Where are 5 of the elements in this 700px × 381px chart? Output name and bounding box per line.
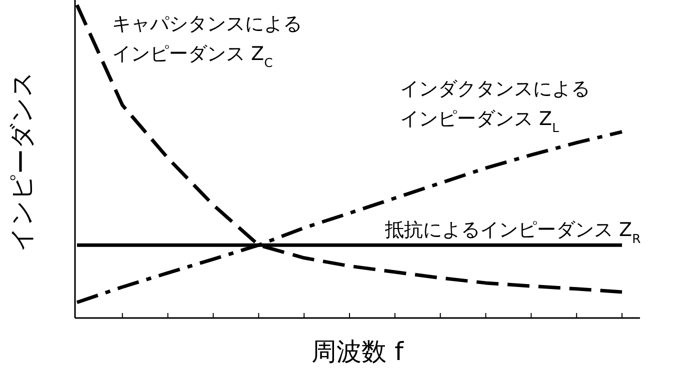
series-label: キャパシタンスによるインピーダンス Z$_{C}$ bbox=[112, 13, 302, 70]
y-axis-title: インピーダンス bbox=[7, 71, 36, 252]
series-label: 抵抗によるインピーダンス Z$_{R}$ bbox=[384, 219, 642, 246]
series-label: インダクタンスによるインピーダンス Z$_{L}$ bbox=[400, 78, 590, 135]
x-axis-title: 周波数 f bbox=[312, 337, 405, 366]
